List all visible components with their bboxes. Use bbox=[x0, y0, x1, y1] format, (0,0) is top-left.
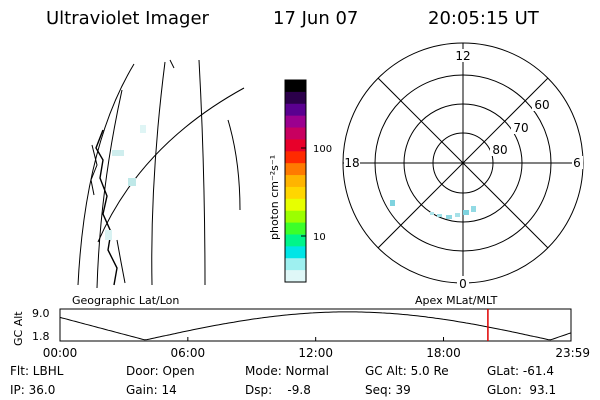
mlt-diagonal bbox=[377, 77, 549, 249]
latitude-line bbox=[97, 87, 245, 243]
altitude-curve bbox=[59, 311, 572, 341]
altitude-ylabel: GC Alt bbox=[12, 311, 25, 346]
colorbar-swatch bbox=[285, 127, 306, 141]
colorbar-swatch bbox=[285, 246, 306, 259]
auroral-emission bbox=[463, 210, 469, 215]
colorbar-swatch bbox=[285, 186, 306, 200]
altitude-plot: 00:00 06:00 12:00 18:00 23:59 9.0 1.8 GC Alt bbox=[12, 307, 590, 360]
colorbar-swatch bbox=[285, 91, 306, 105]
date-label: 17 Jun 07 bbox=[273, 8, 358, 29]
auroral-emission bbox=[390, 200, 395, 206]
label-backdrop bbox=[344, 156, 360, 169]
altitude-frame bbox=[59, 308, 572, 342]
colorbar-swatch bbox=[285, 222, 306, 236]
colorbar-swatch bbox=[285, 151, 306, 164]
status-seq: Seq: 39 bbox=[365, 383, 411, 397]
instrument-title: Ultraviolet Imager bbox=[46, 8, 210, 29]
lat-label-70: 70 bbox=[513, 121, 528, 135]
auroral-emission bbox=[105, 230, 112, 240]
colorbar-swatch bbox=[285, 258, 306, 271]
colorbar-frame bbox=[284, 79, 307, 283]
status-door: Door: Open bbox=[126, 364, 195, 378]
colorbar-swatch bbox=[285, 80, 306, 93]
label-backdrop bbox=[511, 121, 531, 134]
status-flt: Flt: LBHL bbox=[10, 364, 64, 378]
label-backdrop bbox=[532, 98, 552, 111]
status-glat: GLat: -61.4 bbox=[487, 364, 554, 378]
colorbar-swatch bbox=[285, 163, 306, 176]
mlt-label-0: 0 bbox=[459, 277, 467, 291]
mlt-label-12: 12 bbox=[455, 49, 470, 63]
label-backdrop bbox=[490, 143, 510, 156]
auroral-emission bbox=[112, 150, 124, 156]
time-label: 20:05:15 UT bbox=[428, 8, 540, 29]
status-gc-alt: GC Alt: 5.0 Re bbox=[365, 364, 449, 378]
colorbar-swatch bbox=[285, 115, 306, 129]
colorbar-tick-label: 10 bbox=[313, 232, 326, 243]
colorbar-swatch bbox=[285, 210, 306, 224]
mlt-label-6: 6 bbox=[573, 156, 581, 170]
coastline bbox=[169, 59, 175, 69]
status-ip: IP: 36.0 bbox=[10, 383, 55, 397]
coastline bbox=[116, 239, 126, 284]
altitude-ytick-top: 9.0 bbox=[32, 307, 50, 320]
altitude-ytick-bottom: 1.8 bbox=[32, 330, 50, 343]
mlt-label-18: 18 bbox=[344, 156, 359, 170]
auroral-emission bbox=[471, 206, 476, 212]
status-block: Flt: LBHL IP: 36.0 Door: Open Gain: 14 M… bbox=[10, 364, 556, 397]
colorbar: 100 10 photon cm⁻²s⁻¹ bbox=[268, 79, 332, 283]
auroral-emission bbox=[446, 215, 452, 219]
longitude-line bbox=[198, 59, 206, 286]
status-mode: Mode: Normal bbox=[245, 364, 329, 378]
auroral-emission bbox=[140, 125, 146, 133]
colorbar-swatch bbox=[285, 234, 306, 247]
geographic-map bbox=[77, 59, 245, 289]
longitude-line bbox=[96, 89, 123, 289]
longitude-line bbox=[77, 63, 135, 286]
altitude-xtick-label: 18:00 bbox=[426, 346, 461, 360]
longitude-line bbox=[151, 61, 166, 286]
auroral-emission bbox=[128, 178, 136, 186]
coastline bbox=[90, 144, 98, 196]
colorbar-swatch bbox=[285, 198, 306, 212]
colorbar-unit-label: photon cm⁻²s⁻¹ bbox=[268, 155, 281, 240]
altitude-xtick-label: 23:59 bbox=[555, 346, 590, 360]
status-glon: GLon: 93.1 bbox=[487, 383, 556, 397]
colorbar-swatch bbox=[285, 139, 306, 152]
altitude-xtick-label: 00:00 bbox=[43, 346, 78, 360]
longitude-line bbox=[227, 119, 241, 211]
colorbar-swatch bbox=[285, 270, 306, 283]
label-backdrop bbox=[456, 49, 470, 62]
auroral-emission bbox=[455, 213, 460, 217]
geo-panel-label: Geographic Lat/Lon bbox=[72, 294, 179, 307]
auroral-emission bbox=[437, 214, 442, 217]
lat-label-80: 80 bbox=[492, 143, 507, 157]
altitude-xtick-label: 12:00 bbox=[298, 346, 333, 360]
auroral-emission bbox=[430, 212, 434, 215]
lat-label-60: 60 bbox=[534, 98, 549, 112]
polar-plot: 12 6 0 18 60 70 80 bbox=[342, 42, 584, 291]
status-gain: Gain: 14 bbox=[126, 383, 177, 397]
coastline bbox=[95, 129, 118, 286]
status-dsp: Dsp: -9.8 bbox=[245, 383, 311, 397]
polar-panel-label: Apex MLat/MLT bbox=[415, 294, 498, 307]
colorbar-swatch bbox=[285, 175, 306, 188]
colorbar-swatch bbox=[285, 103, 306, 117]
altitude-xtick-label: 06:00 bbox=[171, 346, 206, 360]
label-backdrop bbox=[572, 156, 583, 169]
colorbar-tick-label: 100 bbox=[313, 144, 332, 155]
label-backdrop bbox=[457, 276, 469, 289]
